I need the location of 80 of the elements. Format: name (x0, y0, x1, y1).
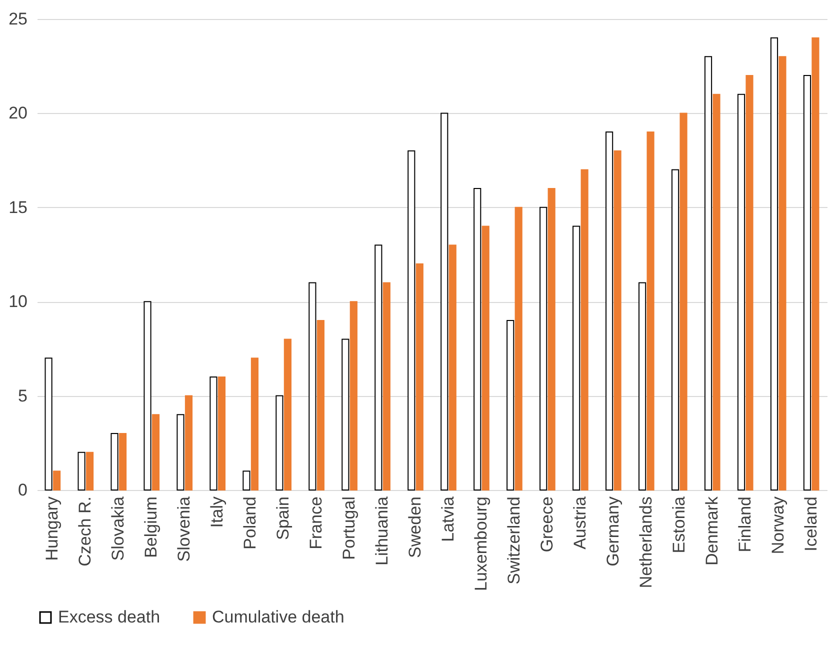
bar (250, 358, 258, 490)
bar (572, 226, 580, 490)
bar (474, 188, 482, 490)
x-tick-label: Germany (603, 496, 622, 566)
bar (118, 432, 127, 490)
bar (482, 226, 490, 490)
bar (342, 338, 350, 490)
x-tick-label: Luxembourg (471, 496, 490, 592)
x-tick-label: Greece (537, 496, 556, 552)
bar (52, 470, 61, 490)
x-tick-label: Poland (240, 496, 260, 550)
bar (671, 169, 680, 490)
bar (416, 263, 424, 490)
x-tick-label: Lithuania (372, 496, 392, 566)
bar (638, 282, 646, 490)
bar (812, 37, 820, 490)
legend-label: Excess death (58, 608, 160, 627)
bar (746, 75, 754, 490)
x-tick-label: Italy (208, 496, 227, 528)
bar (218, 376, 226, 490)
bar (176, 414, 184, 490)
bar (144, 301, 152, 490)
bar (606, 132, 614, 490)
y-tick-label: 25 (8, 10, 28, 28)
x-tick-label: Spain (274, 496, 293, 540)
bar (242, 470, 250, 490)
y-tick-label: 20 (8, 104, 28, 123)
bar (614, 150, 622, 490)
bar (78, 452, 86, 490)
bar (184, 395, 193, 490)
bar (803, 75, 812, 490)
bar (770, 37, 778, 490)
x-tick-label: Austria (570, 496, 590, 550)
bar (540, 206, 548, 490)
bar (440, 112, 448, 490)
x-tick-label: Finland (735, 496, 754, 552)
x-tick-label: Slovakia (108, 496, 128, 561)
legend-label: Cumulative death (212, 608, 344, 627)
bar (382, 282, 390, 490)
bar (86, 452, 94, 490)
bar (680, 112, 688, 490)
x-tick-label: Portugal (340, 496, 359, 560)
bar (514, 206, 522, 490)
y-tick-label: 10 (8, 292, 28, 312)
bar (276, 395, 284, 490)
bar (350, 301, 358, 490)
bar (210, 376, 218, 490)
x-tick-label: Switzerland (504, 496, 524, 584)
x-tick-label: Belgium (142, 496, 161, 558)
bar (646, 132, 654, 490)
x-tick-label: Czech R. (76, 496, 95, 566)
bar (704, 56, 712, 490)
y-tick-label: 5 (18, 386, 28, 406)
bar (548, 188, 556, 490)
y-tick-label: 0 (18, 480, 28, 500)
x-tick-label: Latvia (438, 496, 458, 542)
bar (448, 244, 456, 490)
bar (506, 320, 514, 490)
x-tick-label: Iceland (801, 496, 820, 552)
x-tick-label: Slovenia (174, 496, 194, 562)
bar (110, 432, 118, 490)
x-tick-label: Denmark (702, 496, 722, 566)
x-tick-label: Norway (768, 496, 788, 554)
bar (408, 150, 416, 490)
bar (737, 94, 746, 490)
bar (778, 56, 786, 490)
bar (580, 169, 588, 490)
x-tick-label: France (306, 496, 326, 550)
y-tick-label: 15 (8, 198, 28, 217)
x-tick-label: Netherlands (636, 496, 656, 588)
bar (374, 244, 382, 490)
bar (316, 320, 324, 490)
bar (44, 358, 52, 490)
bar (284, 338, 292, 490)
bar (712, 94, 720, 490)
x-tick-label: Sweden (406, 496, 425, 558)
bar (308, 282, 316, 490)
x-tick-label: Estonia (669, 496, 688, 554)
bar (152, 414, 160, 490)
x-tick-label: Hungary (42, 496, 62, 561)
